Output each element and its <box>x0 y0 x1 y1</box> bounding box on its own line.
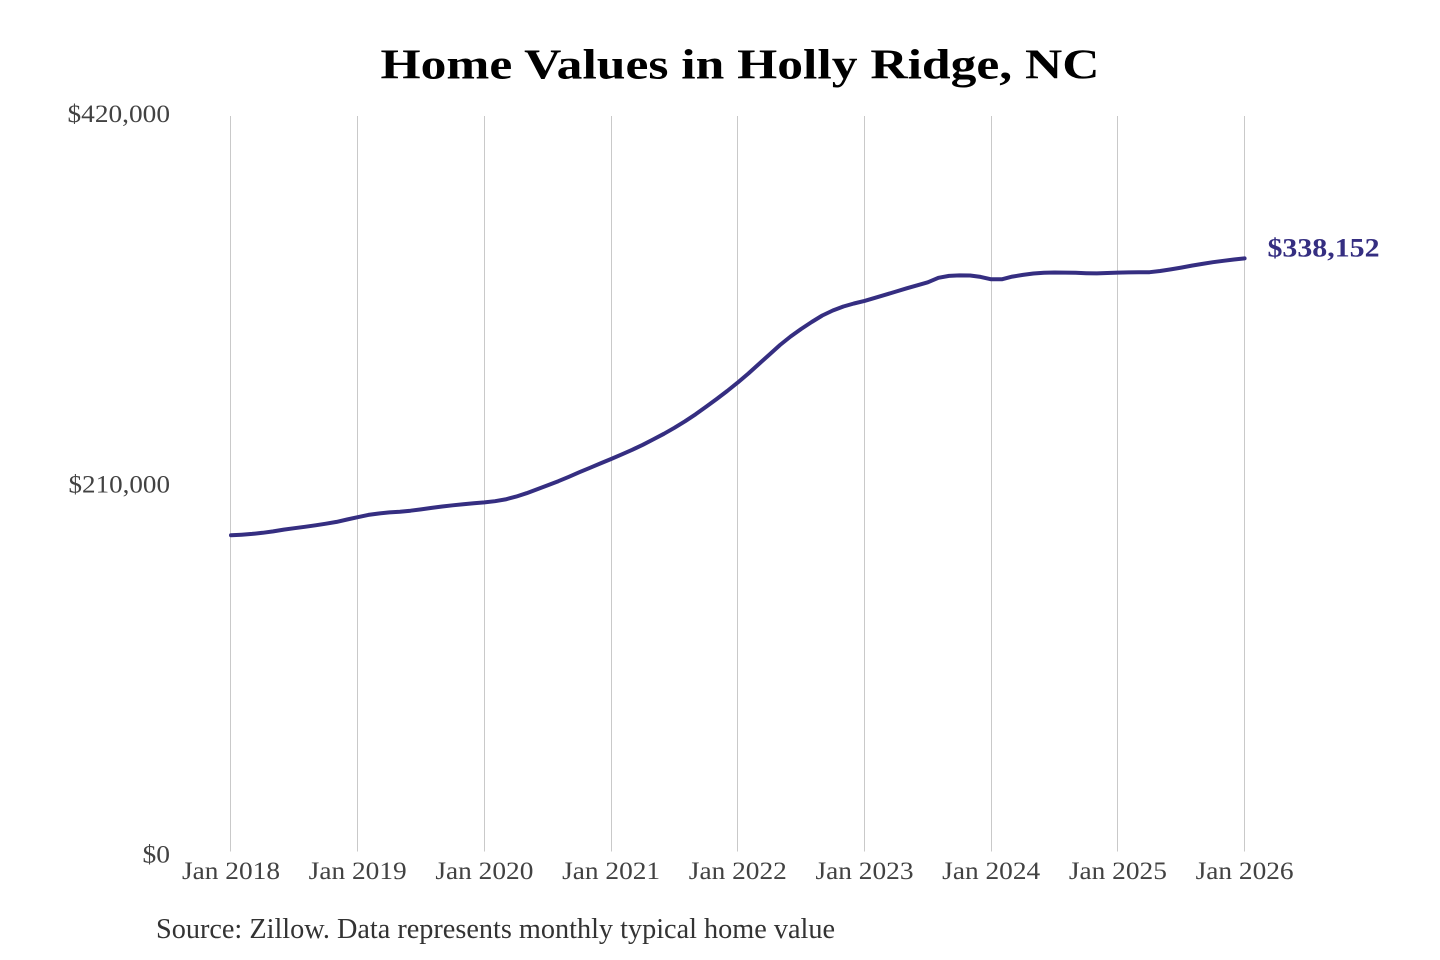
svg-text:Home Values in Holly Ridge, NC: Home Values in Holly Ridge, NC <box>381 43 1100 89</box>
svg-text:Jan 2021: Jan 2021 <box>562 858 660 885</box>
svg-text:Source: Zillow. Data represent: Source: Zillow. Data represents monthly … <box>156 914 835 945</box>
svg-text:Jan 2026: Jan 2026 <box>1196 858 1294 885</box>
svg-text:$0: $0 <box>143 842 171 869</box>
svg-text:$210,000: $210,000 <box>69 472 171 499</box>
svg-text:$338,152: $338,152 <box>1268 234 1380 263</box>
svg-text:Jan 2022: Jan 2022 <box>689 858 787 885</box>
svg-text:$420,000: $420,000 <box>68 101 171 128</box>
svg-text:Jan 2018: Jan 2018 <box>182 858 280 885</box>
svg-text:Jan 2024: Jan 2024 <box>942 858 1041 885</box>
svg-text:Jan 2025: Jan 2025 <box>1069 858 1167 885</box>
svg-text:Jan 2019: Jan 2019 <box>309 858 407 885</box>
svg-text:Jan 2023: Jan 2023 <box>816 858 914 885</box>
svg-text:Jan 2020: Jan 2020 <box>435 858 533 885</box>
